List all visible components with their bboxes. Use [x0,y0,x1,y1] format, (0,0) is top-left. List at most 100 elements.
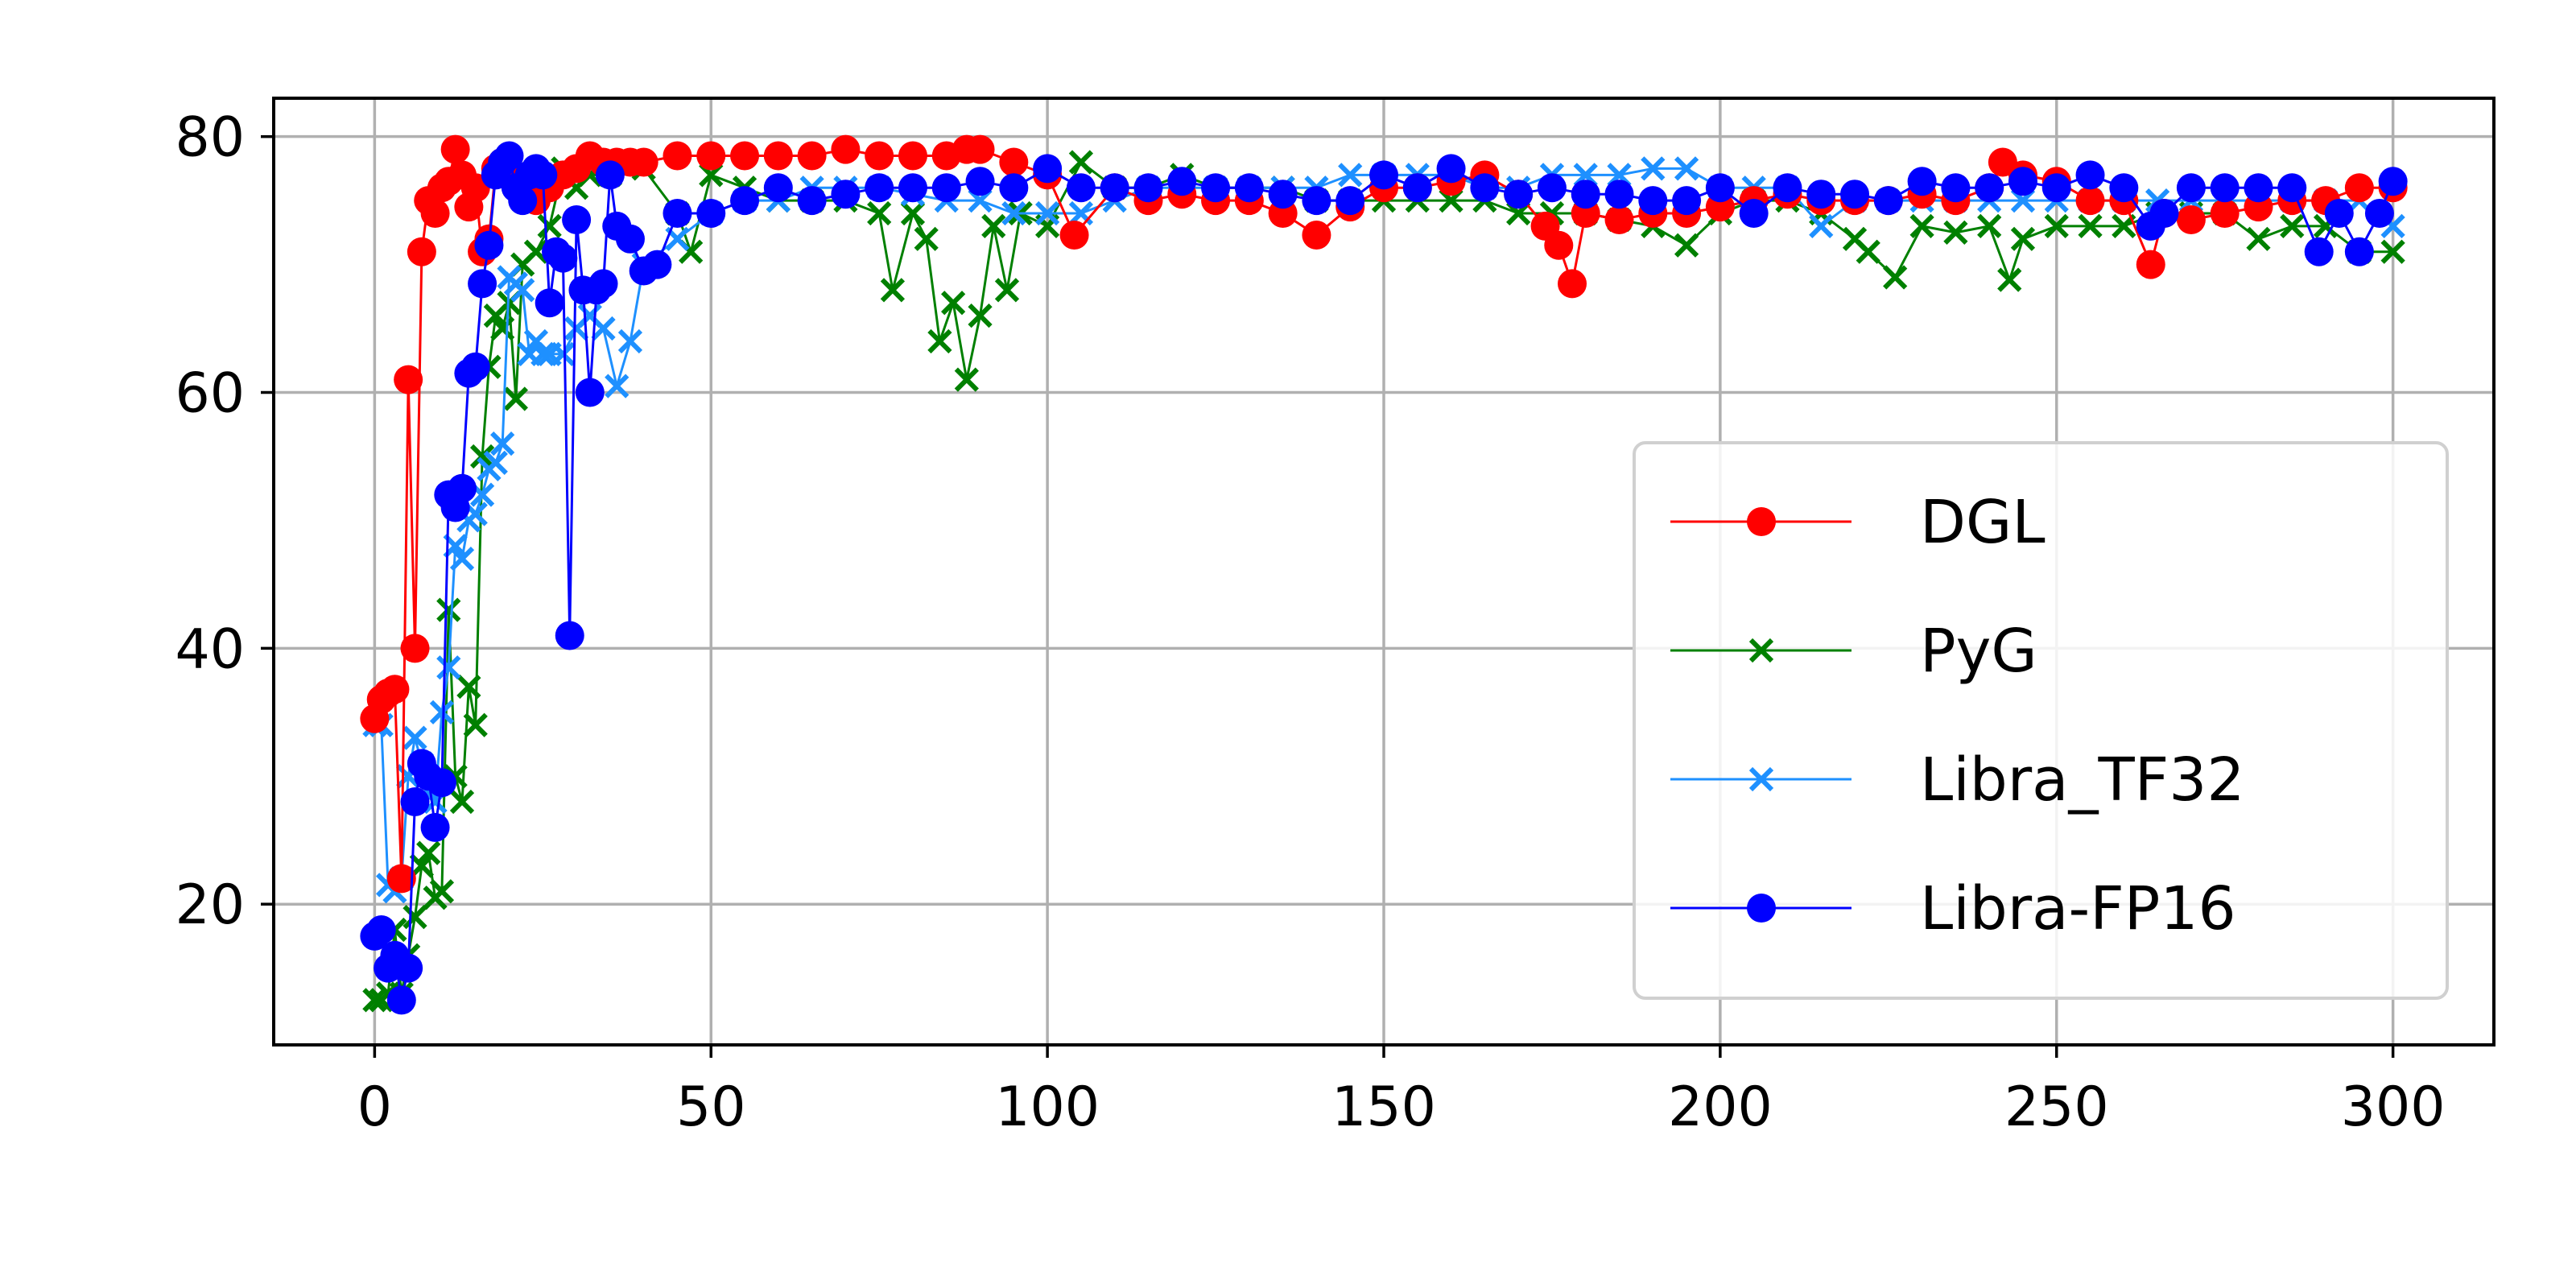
data-point-pyg [981,213,1006,239]
series-libra-fp16 [360,141,2408,1015]
data-point-libra-tf32-stroke [483,450,508,476]
data-point-pyg [880,278,906,303]
data-point-libra-fp16 [535,288,564,318]
data-point-libra-fp16 [2304,237,2334,266]
data-point-libra-fp16 [2324,199,2354,229]
x-tick-label: 200 [1668,1075,1773,1139]
data-point-libra-fp16 [1806,180,1836,209]
data-point-pyg-stroke [880,278,906,303]
data-point-libra-tf32-stroke [1641,156,1666,181]
data-point-pyg-stroke [523,239,549,264]
x-tick-label: 150 [1331,1075,1436,1139]
data-point-libra-tf32-stroke [605,374,630,398]
legend-marker-pyg-stroke [1748,638,1774,663]
data-point-pyg-stroke [954,367,979,392]
data-point-libra-tf32 [1338,163,1363,188]
data-point-dgl [380,675,410,704]
data-point-pyg [954,367,979,392]
data-point-libra-tf32 [1034,200,1060,226]
data-point-pyg-stroke [503,386,528,411]
legend: DGL PyG Libra_TF32 Libra-FP16 [1633,441,2449,1000]
data-point-libra-tf32-stroke [577,303,602,328]
data-point-libra-tf32 [1001,200,1026,226]
data-point-pyg-stroke [1943,220,1968,245]
data-point-pyg [402,904,427,930]
data-point-libra-tf32-stroke [665,226,690,251]
data-point-libra-fp16 [1402,173,1432,203]
data-point-dgl [1558,269,1587,299]
data-point-libra-tf32 [530,341,555,366]
data-point-pyg [1674,233,1699,258]
data-point-libra-fp16 [575,378,605,407]
data-point-libra-fp16 [797,186,827,216]
data-point-dgl [407,237,436,266]
data-point-pyg-stroke [940,291,966,316]
data-point-libra-fp16 [1672,186,1702,216]
data-point-dgl [865,141,894,171]
data-point-libra-tf32-stroke [510,278,535,303]
data-point-pyg-stroke [1977,213,2002,239]
data-point-libra-fp16 [1504,180,1534,209]
data-point-libra-tf32 [490,431,515,456]
data-point-pyg-stroke [463,712,488,737]
data-point-libra-fp16 [730,186,760,216]
data-point-libra-tf32-stroke [1034,200,1060,226]
data-point-pyg-stroke [2246,226,2271,251]
data-point-libra-fp16 [1369,160,1398,190]
data-point-pyg [994,278,1020,303]
data-point-pyg-stroke [679,239,704,264]
data-point-libra-fp16 [2244,173,2273,203]
data-point-pyg-stroke [900,200,926,226]
data-point-pyg-stroke [981,213,1006,239]
data-point-libra-fp16 [548,243,578,273]
data-point-pyg-stroke [490,316,515,341]
data-point-pyg [2380,239,2405,264]
x-tick-label: 300 [2341,1075,2446,1139]
data-point-libra-fp16 [1201,173,1231,203]
data-point-libra-fp16 [2041,173,2071,203]
data-point-pyg [1856,239,1880,264]
data-point-libra-fp16 [1234,173,1264,203]
data-point-dgl [2344,173,2374,203]
series-layer [360,134,2408,1015]
data-point-pyg-stroke [914,226,939,251]
data-point-libra-fp16 [474,230,504,260]
data-point-libra-fp16 [1941,173,1971,203]
data-point-pyg [1997,267,2022,292]
data-point-libra-tf32-stroke [2380,213,2405,239]
data-point-pyg [463,712,488,737]
data-point-libra-fp16 [2277,173,2307,203]
data-point-dgl [696,141,726,171]
data-point-pyg [914,226,939,251]
data-point-libra-fp16 [615,224,645,254]
data-point-libra-tf32-stroke [469,482,495,507]
data-point-libra-tf32-stroke [402,725,427,750]
data-point-libra-tf32 [1641,156,1666,181]
data-point-pyg-stroke [1997,267,2022,292]
data-point-dgl [831,134,861,164]
data-point-pyg [1977,213,2002,239]
data-point-libra-tf32 [617,328,643,354]
data-point-libra-fp16 [2344,237,2374,266]
data-point-dgl [2176,204,2206,234]
legend-label-pyg: PyG [1920,617,2037,686]
data-point-libra-fp16 [1705,173,1735,203]
data-point-pyg-stroke [1842,226,1868,251]
data-point-libra-fp16 [460,352,490,382]
legend-item-dgl: DGL [1670,488,2046,557]
data-point-pyg [940,291,966,316]
data-point-pyg [2246,226,2271,251]
data-point-libra-fp16 [663,199,692,229]
data-point-libra-fp16 [562,204,592,234]
legend-marker-libra-tf32 [1748,766,1774,792]
data-point-pyg [537,213,562,239]
data-point-pyg-stroke [2078,213,2103,239]
data-point-libra-tf32-stroke [551,341,576,366]
data-point-libra-fp16 [999,173,1029,203]
data-point-libra-tf32-stroke [523,328,549,354]
data-point-dgl [2136,250,2165,279]
legend-marker-pyg [1748,638,1774,663]
data-point-libra-fp16 [494,141,524,171]
data-point-pyg-stroke [537,213,562,239]
data-point-pyg [449,789,475,815]
